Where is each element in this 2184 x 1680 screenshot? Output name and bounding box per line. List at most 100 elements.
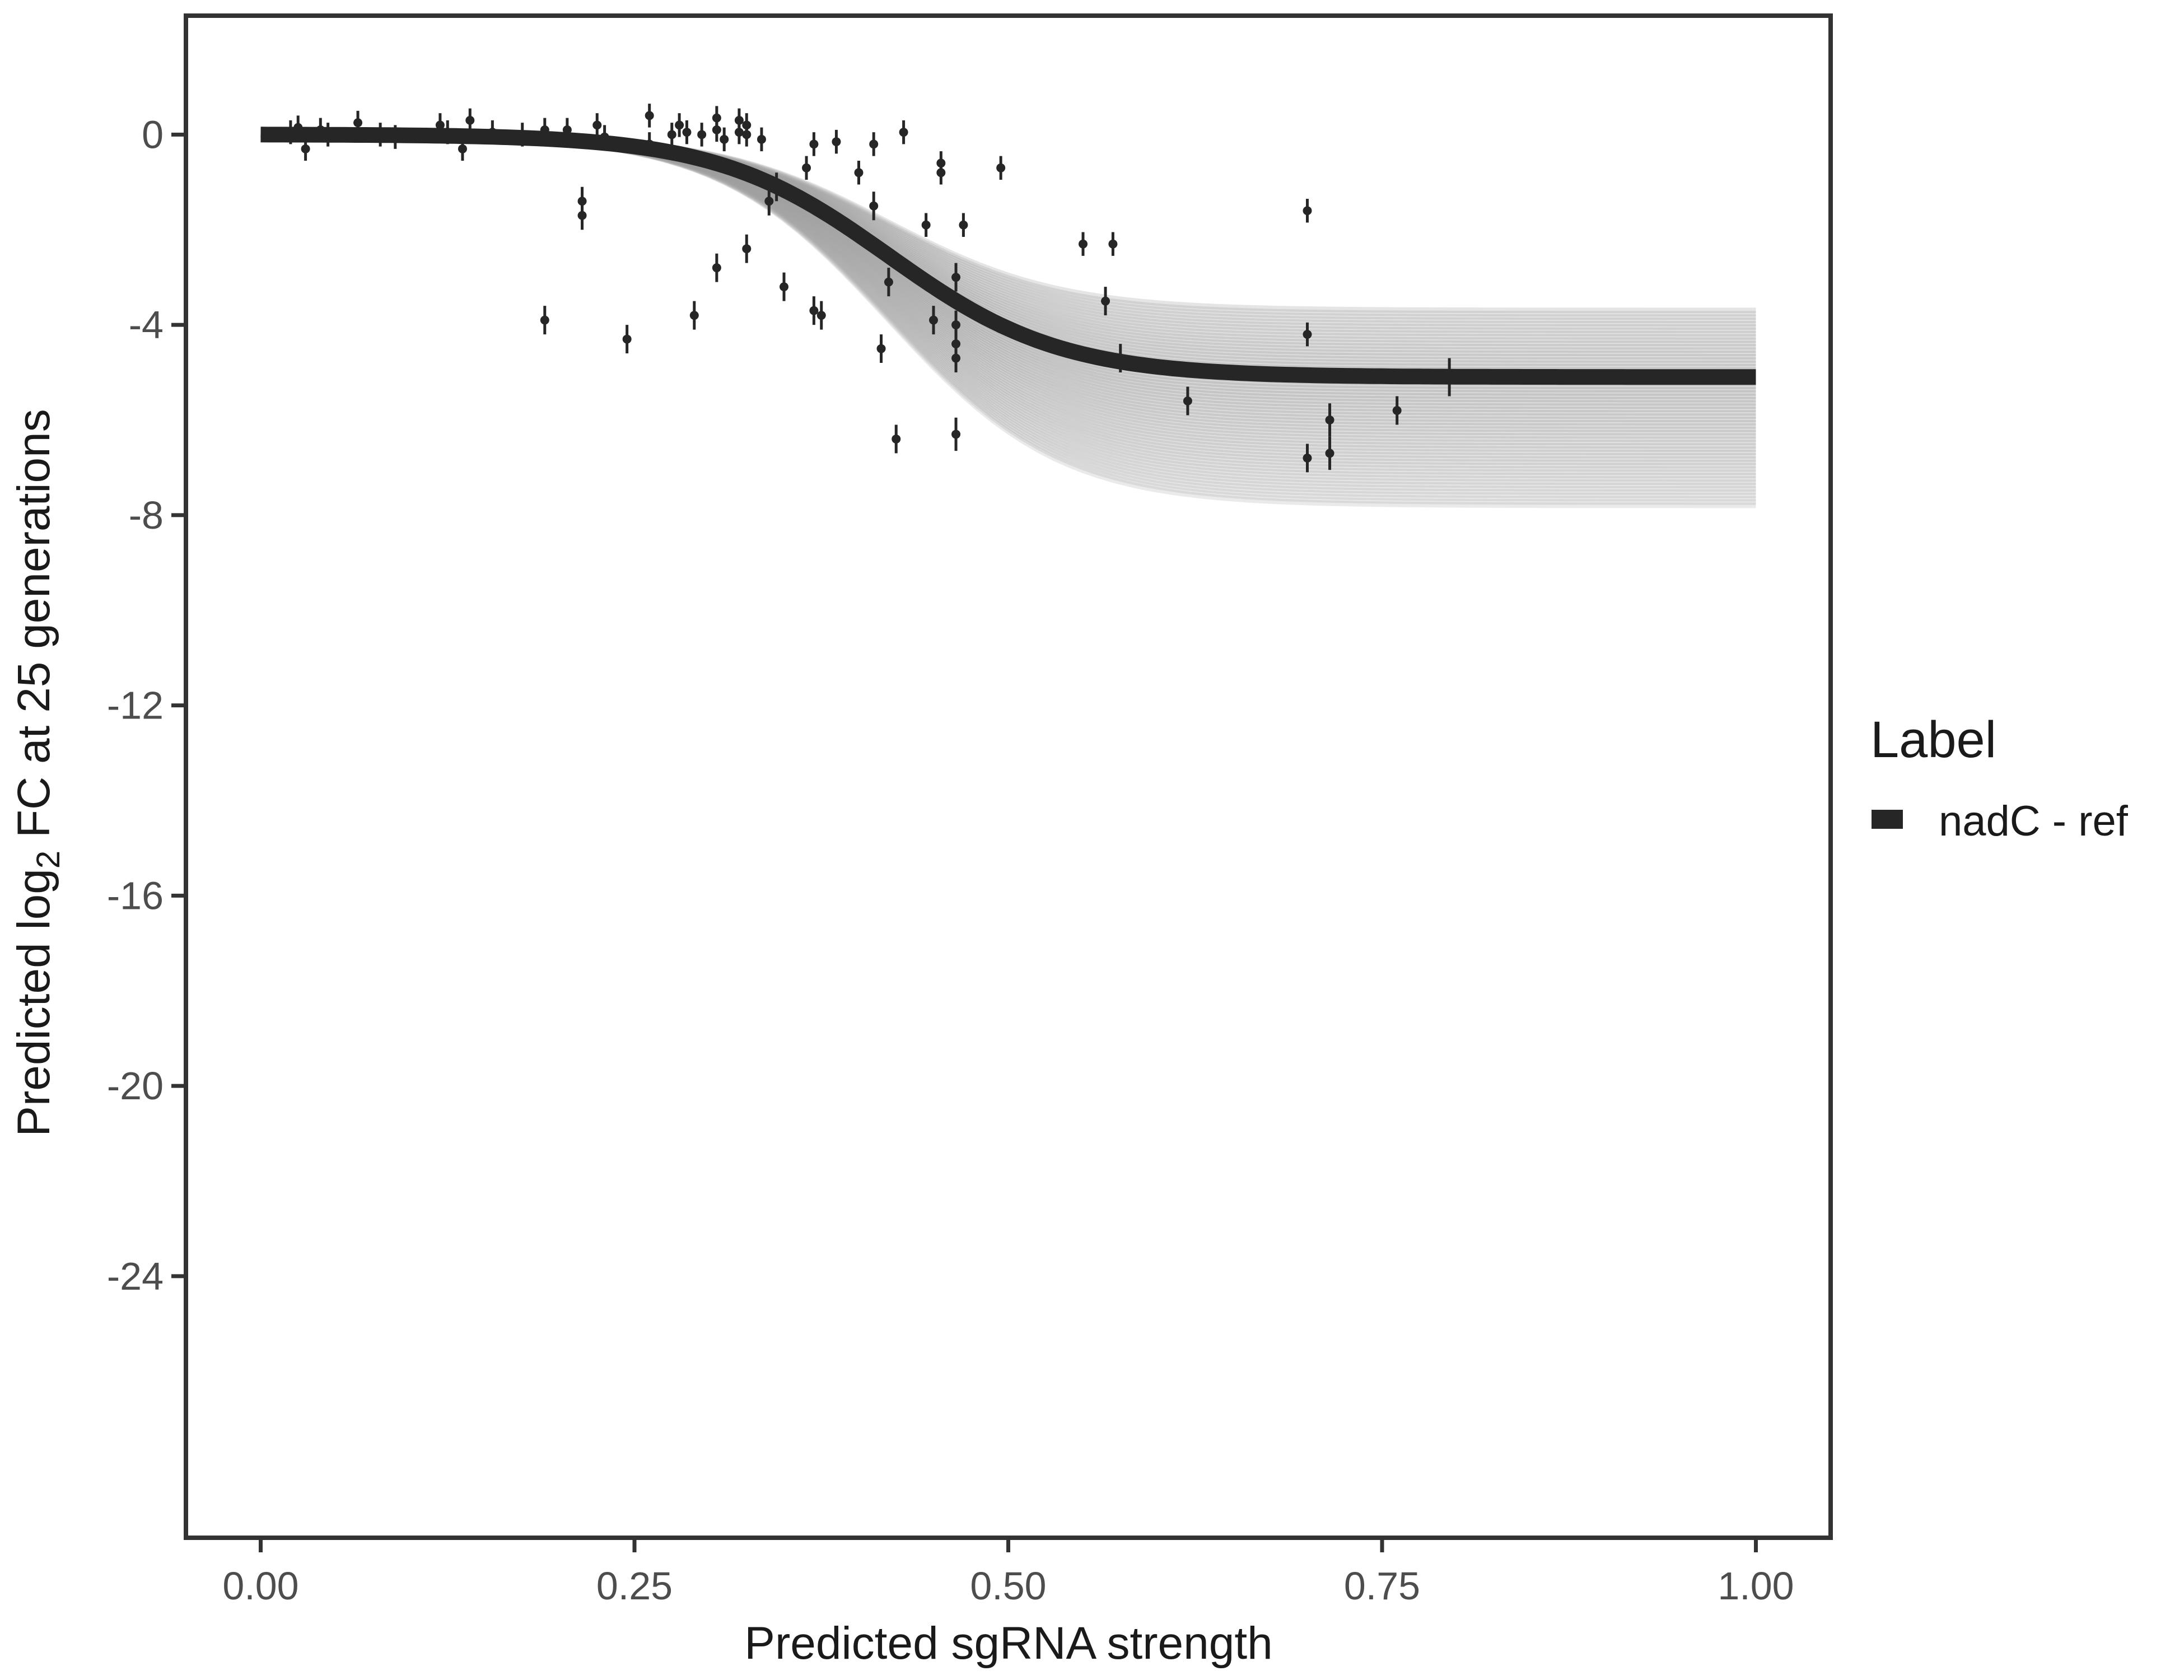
point-marker bbox=[600, 132, 609, 142]
point-marker bbox=[899, 128, 908, 137]
y-axis-title: Predicted log2 FC at 25 generations bbox=[8, 409, 67, 1136]
x-axis-title: Predicted sgRNA strength bbox=[744, 1618, 1272, 1669]
point-marker bbox=[458, 144, 467, 153]
point-marker bbox=[697, 130, 707, 139]
data-point bbox=[1183, 386, 1192, 416]
x-tick-label: 0.50 bbox=[970, 1564, 1046, 1608]
point-marker bbox=[675, 120, 684, 130]
data-point bbox=[816, 301, 826, 330]
point-marker bbox=[435, 120, 445, 130]
y-tick-label: -4 bbox=[129, 303, 164, 347]
data-point bbox=[667, 123, 676, 147]
point-marker bbox=[316, 125, 325, 134]
y-tick-label: -24 bbox=[107, 1254, 164, 1298]
point-marker bbox=[959, 220, 968, 230]
fit-line-layer bbox=[260, 127, 1756, 385]
point-marker bbox=[951, 353, 961, 363]
data-point bbox=[600, 125, 609, 149]
point-marker bbox=[876, 344, 886, 353]
point-marker bbox=[780, 282, 788, 292]
point-marker bbox=[951, 320, 961, 330]
y-tick-label: 0 bbox=[142, 113, 164, 156]
point-marker bbox=[869, 201, 879, 211]
data-point bbox=[959, 213, 968, 237]
point-marker bbox=[488, 128, 497, 137]
data-point bbox=[390, 125, 400, 149]
data-point bbox=[682, 120, 692, 144]
point-marker bbox=[951, 273, 961, 282]
legend-label: nadC - ref bbox=[1939, 797, 2129, 845]
point-marker bbox=[951, 430, 961, 439]
data-point bbox=[1108, 232, 1118, 256]
point-marker bbox=[1079, 239, 1088, 249]
y-tick-label: -16 bbox=[107, 874, 164, 917]
data-point bbox=[540, 118, 549, 142]
data-point bbox=[1303, 444, 1312, 473]
data-point bbox=[712, 118, 721, 142]
point-marker bbox=[443, 128, 452, 137]
point-marker bbox=[712, 125, 721, 134]
data-point bbox=[1303, 322, 1312, 347]
y-axis-title-suffix: FC at 25 generations bbox=[8, 409, 59, 851]
data-point bbox=[645, 104, 654, 128]
data-point bbox=[689, 301, 699, 330]
point-marker bbox=[816, 311, 826, 320]
point-marker bbox=[592, 120, 602, 130]
data-point bbox=[809, 296, 819, 325]
data-point bbox=[301, 137, 310, 161]
legend: Label nadC - ref bbox=[1870, 711, 2129, 845]
data-point bbox=[869, 192, 879, 221]
x-tick-label: 0.75 bbox=[1344, 1564, 1420, 1608]
x-tick-label: 0.25 bbox=[596, 1564, 673, 1608]
data-point bbox=[293, 115, 303, 139]
point-marker bbox=[540, 125, 549, 134]
data-point bbox=[376, 123, 385, 147]
data-point bbox=[929, 306, 938, 335]
point-marker bbox=[540, 315, 549, 325]
point-marker bbox=[1183, 396, 1192, 405]
data-point bbox=[1392, 396, 1402, 425]
point-marker bbox=[465, 115, 475, 125]
data-point bbox=[622, 325, 632, 354]
point-marker bbox=[869, 139, 879, 149]
data-point bbox=[435, 113, 445, 137]
y-tick-label: -20 bbox=[107, 1064, 164, 1108]
data-point bbox=[1325, 436, 1334, 470]
data-point bbox=[1303, 199, 1312, 223]
data-points bbox=[286, 104, 1454, 473]
point-marker bbox=[645, 111, 654, 120]
data-point bbox=[465, 108, 475, 133]
data-point bbox=[869, 132, 879, 156]
data-point bbox=[899, 120, 908, 144]
data-point bbox=[757, 127, 766, 152]
data-point bbox=[832, 129, 841, 154]
point-marker bbox=[286, 128, 295, 137]
data-point bbox=[720, 127, 729, 152]
point-marker bbox=[1303, 330, 1312, 339]
point-marker bbox=[764, 197, 774, 206]
data-point bbox=[996, 156, 1006, 180]
point-marker bbox=[936, 168, 946, 178]
fit-line bbox=[260, 127, 1756, 385]
point-marker bbox=[1392, 405, 1402, 415]
data-point bbox=[884, 268, 893, 297]
point-marker bbox=[1325, 415, 1334, 424]
data-point bbox=[742, 234, 752, 263]
point-marker bbox=[1108, 239, 1118, 249]
point-marker bbox=[1101, 296, 1110, 306]
point-marker bbox=[376, 130, 385, 139]
data-point bbox=[1325, 403, 1334, 437]
point-marker bbox=[293, 123, 303, 132]
x-tick-label: 1.00 bbox=[1718, 1564, 1794, 1608]
data-point bbox=[488, 120, 497, 144]
data-point bbox=[742, 113, 752, 137]
point-marker bbox=[622, 334, 632, 344]
y-axis: 0 -4 -8 -12 -16 -20 -24 bbox=[107, 113, 184, 1298]
data-point bbox=[854, 161, 864, 185]
point-marker bbox=[323, 130, 333, 139]
data-point bbox=[772, 172, 781, 202]
data-point bbox=[951, 417, 961, 451]
point-marker bbox=[689, 311, 699, 320]
